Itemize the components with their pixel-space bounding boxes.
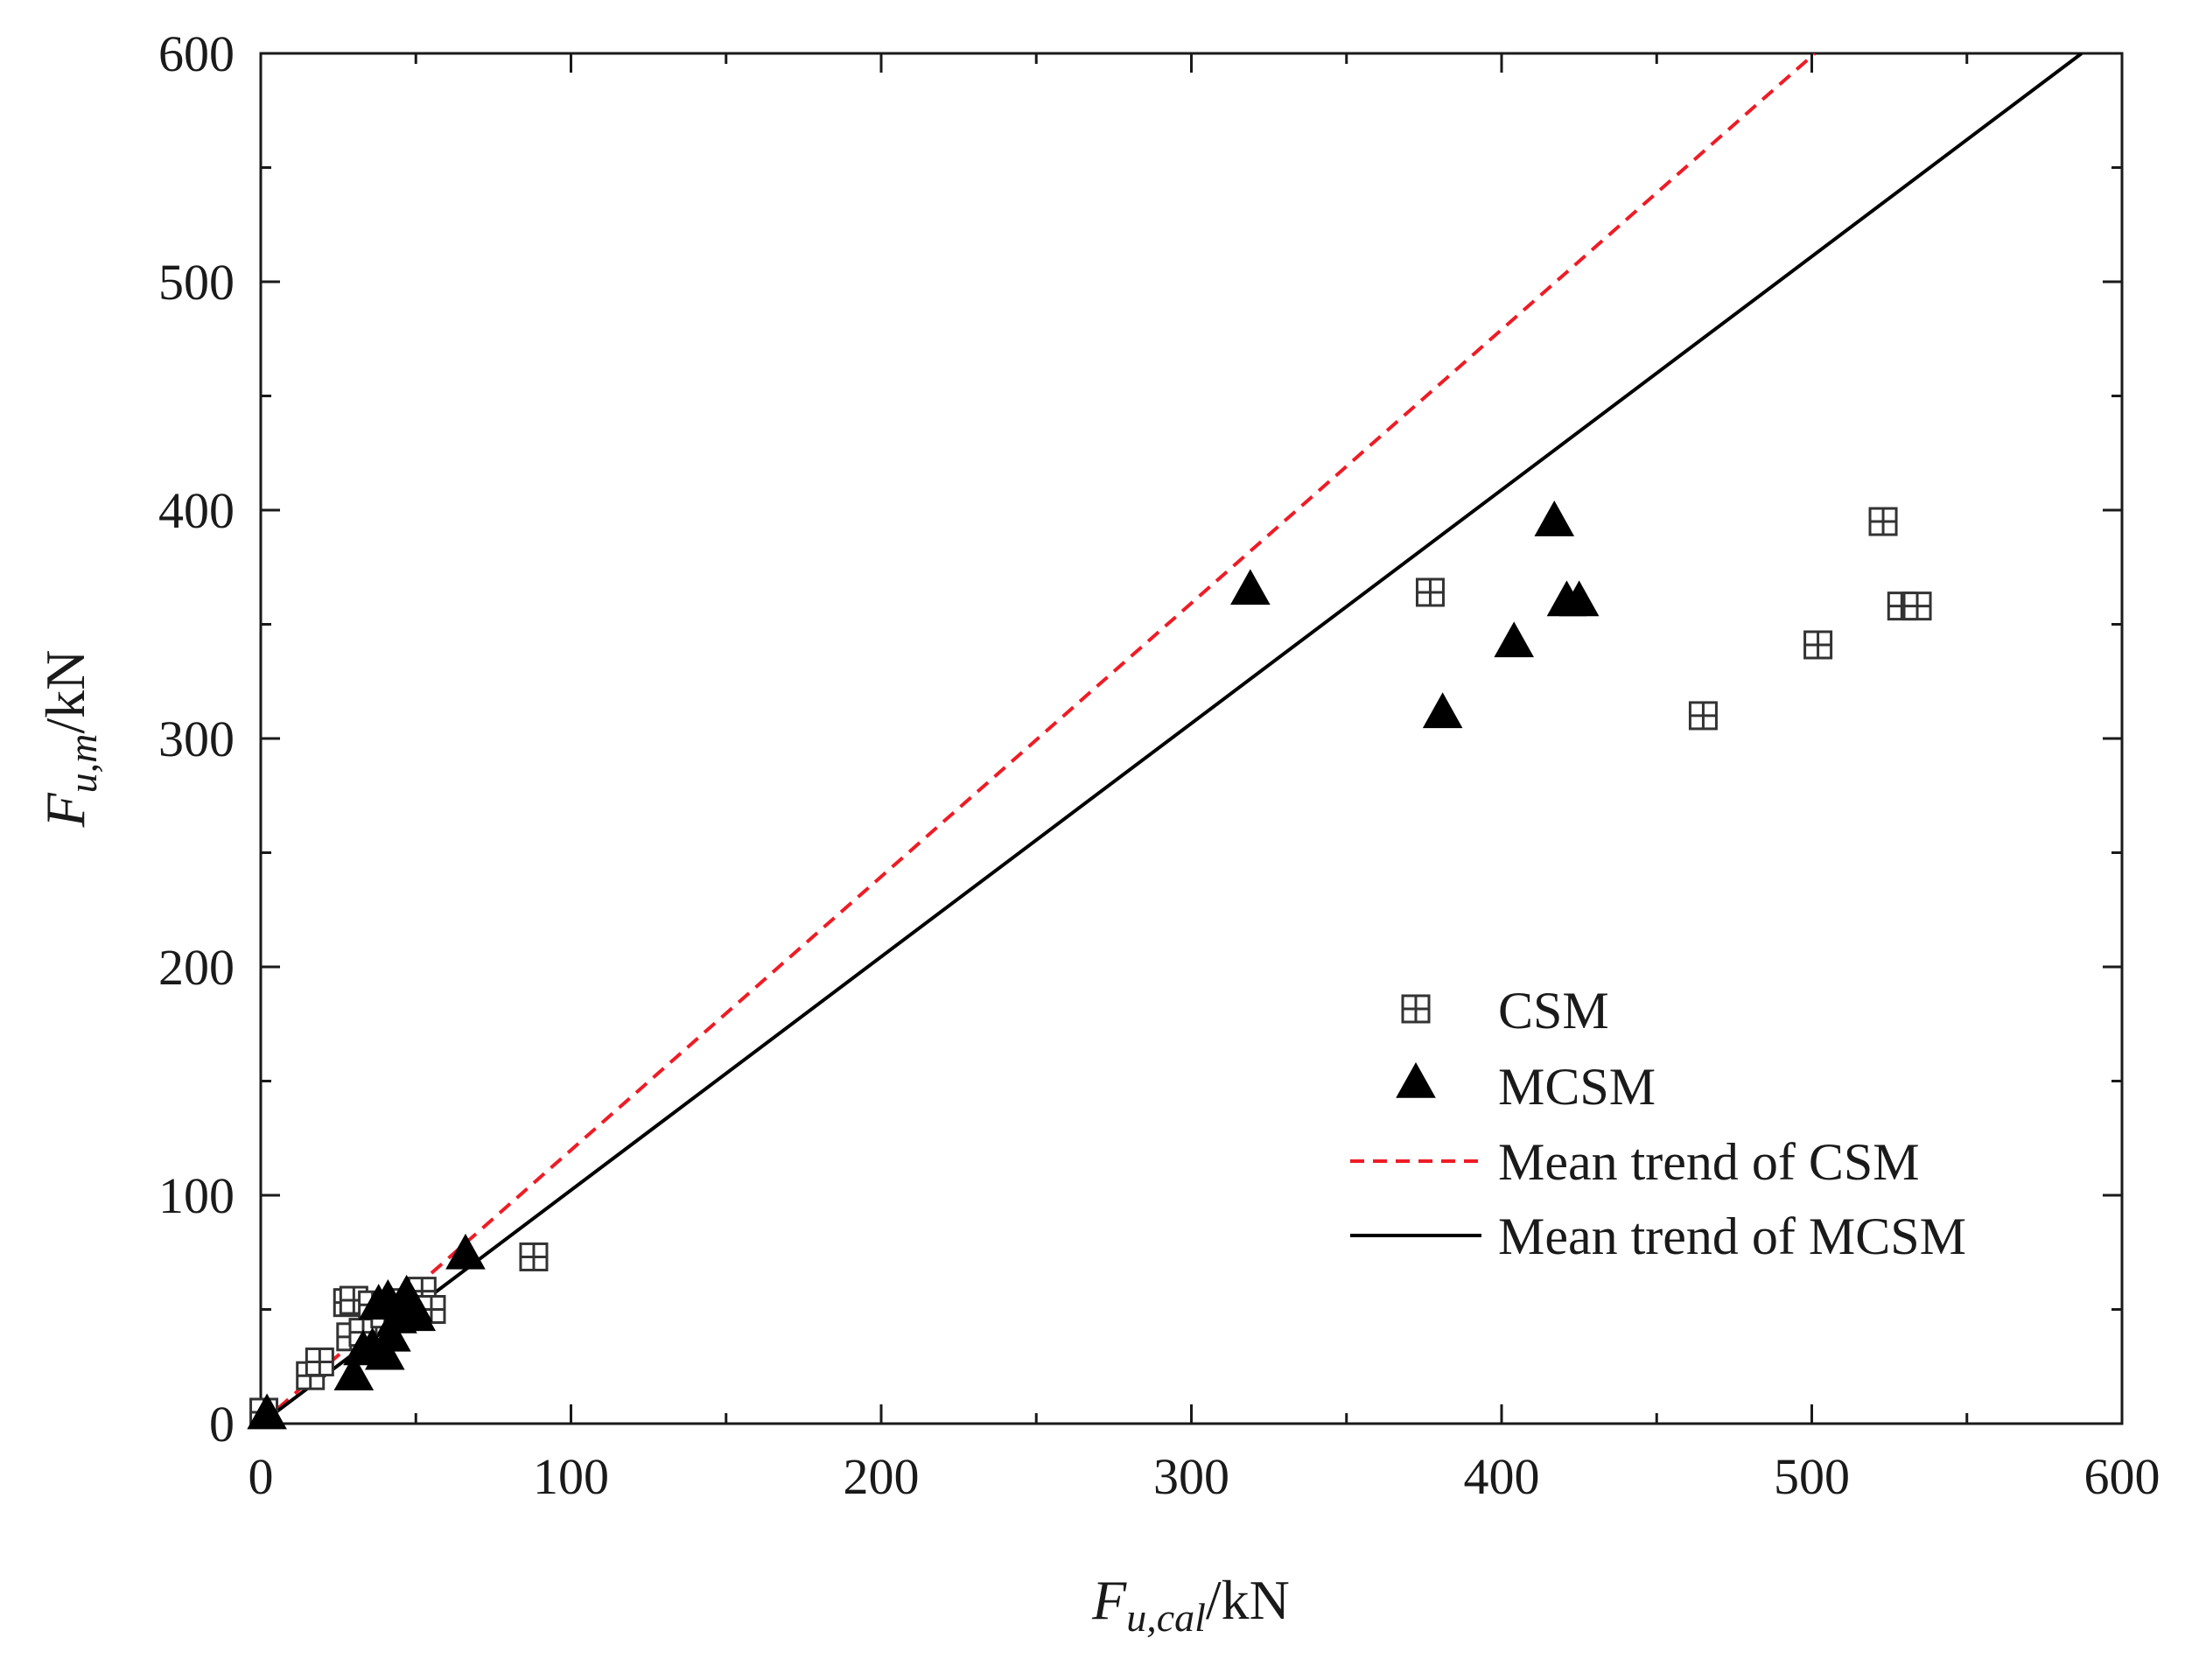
x-tick-label: 300 [1153, 1448, 1229, 1505]
legend-mcsm-trend-label: Mean trend of MCSM [1498, 1208, 1966, 1265]
csm-point [519, 1242, 549, 1271]
mcsm-point [1494, 621, 1534, 658]
mcsm-point [1230, 569, 1271, 606]
x-axis-title: Fu,cal/kN [1091, 1569, 1290, 1640]
csm-point [1868, 507, 1898, 536]
csm-point [305, 1348, 334, 1377]
mcsm-point [1534, 500, 1575, 536]
legend-csm-square [1401, 994, 1431, 1024]
data-points [247, 500, 1932, 1430]
trend-lines [261, 53, 2083, 1424]
legend: CSM MCSM Mean trend of CSM Mean trend of… [1350, 982, 1966, 1265]
y-tick-label: 600 [158, 25, 235, 82]
mcsm-point [365, 1334, 405, 1370]
x-tick-label: 500 [1774, 1448, 1850, 1505]
legend-csm-label: CSM [1498, 982, 1609, 1040]
mcsm-point [1558, 580, 1600, 617]
tick-labels: 0 100 200 300 400 500 600 0 100 200 300 400 500 600 [158, 25, 2160, 1505]
legend-item-csm-trend: Mean trend of CSM [1350, 1133, 1920, 1191]
csm-trend-line [261, 53, 1817, 1424]
legend-mcsm-marker-icon [1396, 1062, 1436, 1098]
mcsm-point [396, 1295, 437, 1332]
y-tick-label: 200 [158, 939, 235, 996]
y-axis-title: Fu,m/kN [34, 650, 105, 829]
mcsm-point [445, 1233, 486, 1270]
y-tick-label: 0 [209, 1396, 235, 1452]
csm-point [1902, 592, 1932, 621]
legend-item-mcsm: MCSM [1396, 1058, 1656, 1116]
mcsm-point [371, 1315, 411, 1352]
mcsm-trend-line [261, 53, 2083, 1424]
plot-area [259, 52, 2124, 1425]
legend-csm-trend-label: Mean trend of CSM [1498, 1133, 1920, 1191]
x-tick-label: 600 [2084, 1448, 2160, 1505]
legend-item-csm: CSM [1401, 982, 1609, 1040]
legend-mcsm-triangle [1396, 1062, 1436, 1098]
mcsm-point [247, 1393, 287, 1430]
y-tick-label: 400 [158, 482, 235, 539]
x-tick-label: 200 [844, 1448, 920, 1505]
legend-item-mcsm-trend: Mean trend of MCSM [1350, 1208, 1966, 1265]
x-tick-label: 400 [1464, 1448, 1540, 1505]
x-tick-label: 100 [533, 1448, 609, 1505]
csm-point [1415, 578, 1445, 607]
legend-csm-marker-icon [1401, 994, 1431, 1024]
y-tick-label: 500 [158, 254, 235, 311]
csm-point [1688, 701, 1718, 731]
mcsm-point [1422, 692, 1463, 729]
y-tick-label: 100 [158, 1167, 235, 1224]
legend-mcsm-label: MCSM [1498, 1058, 1656, 1116]
y-tick-label: 300 [158, 710, 235, 767]
csm-point [1803, 630, 1833, 660]
mcsm-point [333, 1354, 375, 1390]
x-tick-label: 0 [249, 1448, 274, 1505]
